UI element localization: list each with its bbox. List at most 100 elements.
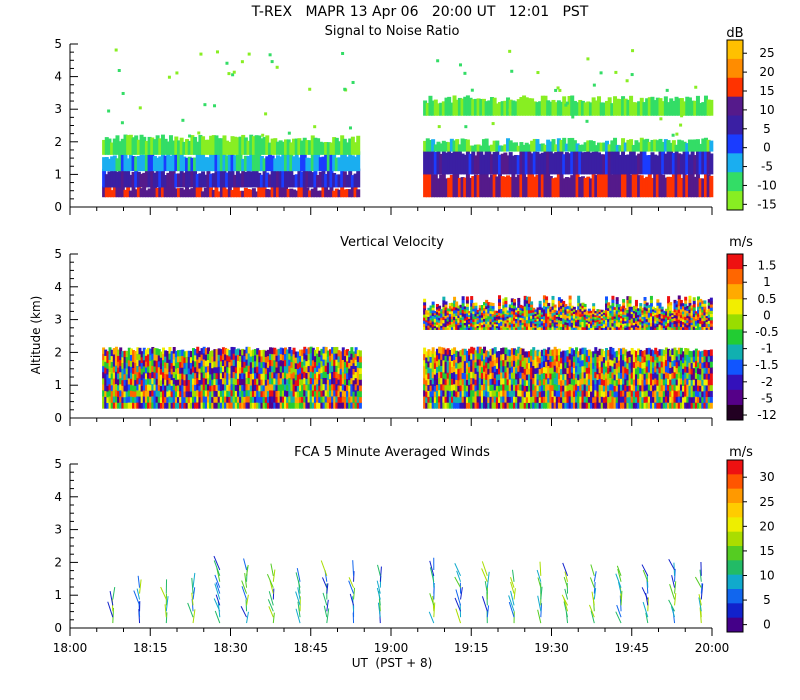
- velocity-cell: [168, 346, 172, 354]
- snr-cell: [350, 185, 355, 198]
- velocity-cell: [489, 310, 493, 314]
- velocity-cell: [476, 321, 480, 325]
- velocity-cell: [442, 390, 446, 397]
- velocity-cell: [427, 378, 431, 386]
- velocity-cell: [213, 396, 217, 403]
- colorbar-tick-label: 1.5: [757, 259, 776, 273]
- velocity-cell: [707, 317, 711, 321]
- velocity-cell: [562, 367, 566, 375]
- velocity-cell: [607, 390, 611, 398]
- velocity-cell: [502, 323, 506, 327]
- velocity-cell: [583, 321, 587, 325]
- snr-cell: [631, 148, 636, 175]
- velocity-cell: [435, 319, 439, 323]
- velocity-cell: [519, 317, 523, 321]
- velocity-cell: [461, 378, 465, 385]
- velocity-cell: [654, 371, 658, 379]
- snr-echo: [679, 123, 683, 127]
- velocity-cell: [134, 385, 138, 392]
- velocity-cell: [553, 321, 557, 325]
- velocity-cell: [179, 402, 183, 409]
- snr-cell: [447, 151, 452, 175]
- snr-cell: [548, 141, 553, 152]
- velocity-cell: [204, 396, 208, 403]
- velocity-cell: [572, 324, 576, 328]
- velocity-cell: [527, 356, 531, 364]
- velocity-cell: [425, 379, 429, 386]
- snr-cell: [645, 138, 650, 152]
- velocity-cell: [457, 357, 461, 364]
- velocity-cell: [217, 354, 221, 361]
- velocity-cell: [542, 312, 546, 317]
- snr-cell: [259, 185, 264, 198]
- velocity-cell: [602, 362, 606, 369]
- velocity-cell: [647, 309, 651, 313]
- snr-cell: [265, 172, 270, 188]
- velocity-cell: [249, 379, 253, 386]
- velocity-cell: [153, 353, 157, 361]
- velocity-cell: [654, 327, 658, 330]
- velocity-cell: [213, 390, 217, 397]
- wind-barb: [137, 575, 141, 588]
- snr-cell: [203, 139, 208, 155]
- velocity-cell: [622, 305, 626, 309]
- velocity-cell: [337, 355, 341, 363]
- velocity-cell: [461, 360, 465, 368]
- velocity-cell: [433, 312, 437, 316]
- velocity-cell: [435, 372, 439, 379]
- velocity-cell: [607, 349, 611, 357]
- velocity-cell: [709, 384, 713, 392]
- velocity-cell: [585, 402, 589, 409]
- velocity-cell: [686, 348, 690, 355]
- velocity-cell: [425, 312, 429, 315]
- snr-cell: [583, 152, 588, 175]
- velocity-cell: [435, 348, 439, 356]
- velocity-cell: [226, 396, 230, 403]
- velocity-cell: [690, 314, 694, 318]
- velocity-cell: [474, 356, 478, 363]
- velocity-cell: [189, 396, 193, 403]
- velocity-cell: [699, 301, 703, 306]
- velocity-cell: [157, 354, 161, 362]
- velocity-cell: [690, 317, 694, 321]
- snr-cell: [613, 173, 618, 198]
- snr-cell: [642, 151, 647, 175]
- velocity-cell: [545, 309, 549, 314]
- velocity-cell: [596, 368, 600, 375]
- velocity-cell: [164, 361, 168, 369]
- velocity-cell: [429, 356, 433, 363]
- velocity-cell: [149, 360, 153, 367]
- velocity-cell: [587, 378, 591, 386]
- snr-cell: [690, 173, 695, 198]
- velocity-cell: [206, 377, 210, 385]
- velocity-cell: [215, 366, 219, 374]
- velocity-cell: [498, 319, 501, 324]
- velocity-cell: [590, 314, 594, 317]
- velocity-cell: [669, 361, 673, 369]
- snr-echo: [430, 102, 434, 106]
- velocity-cell: [679, 378, 683, 385]
- velocity-cell: [667, 378, 671, 385]
- velocity-cell: [562, 312, 566, 316]
- snr-cell: [709, 99, 714, 116]
- velocity-cell: [512, 396, 516, 403]
- velocity-cell: [523, 309, 527, 314]
- velocity-cell: [517, 346, 521, 354]
- snr-cell: [669, 98, 674, 116]
- velocity-cell: [423, 402, 427, 409]
- velocity-cell: [498, 402, 501, 409]
- snr-cell: [436, 103, 441, 116]
- velocity-cell: [557, 306, 561, 311]
- velocity-cell: [461, 326, 465, 330]
- velocity-cell: [590, 357, 594, 364]
- snr-cell: [570, 137, 575, 152]
- velocity-cell: [429, 390, 433, 398]
- velocity-cell: [172, 402, 176, 409]
- velocity-cell: [622, 302, 626, 306]
- velocity-cell: [677, 383, 681, 391]
- velocity-cell: [331, 383, 335, 391]
- snr-cell: [179, 168, 184, 188]
- velocity-cell: [440, 377, 444, 385]
- velocity-cell: [568, 371, 572, 379]
- velocity-cell: [316, 402, 320, 409]
